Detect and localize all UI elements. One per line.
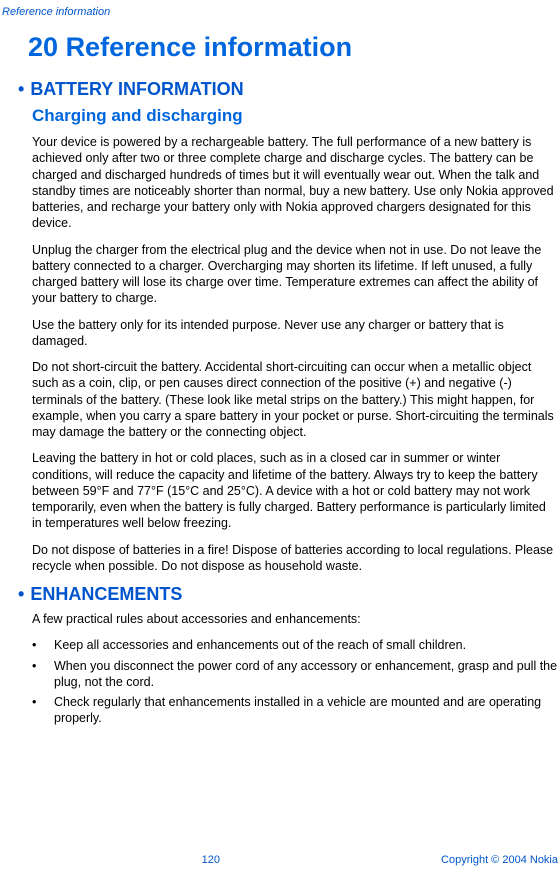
- page-content: 20 Reference information • BATTERY INFORM…: [0, 32, 560, 727]
- chapter-title-text: Reference information: [66, 32, 353, 62]
- paragraph: Unplug the charger from the electrical p…: [32, 242, 558, 307]
- header-text: Reference information: [2, 6, 110, 18]
- bullet-dot: •: [32, 658, 54, 691]
- chapter-number: 20: [28, 32, 58, 62]
- copyright-text: Copyright © 2004 Nokia: [280, 854, 560, 866]
- section-battery-info: • BATTERY INFORMATION: [18, 79, 558, 100]
- bullet-dot: •: [32, 694, 54, 727]
- running-header: Reference information: [0, 6, 560, 18]
- chapter-title: 20 Reference information: [28, 32, 558, 63]
- paragraph: Your device is powered by a rechargeable…: [32, 134, 558, 232]
- list-item-text: Check regularly that enhancements instal…: [54, 694, 558, 727]
- list-item-text: When you disconnect the power cord of an…: [54, 658, 558, 691]
- bullet-icon: •: [18, 584, 24, 604]
- paragraph: Do not dispose of batteries in a fire! D…: [32, 542, 558, 575]
- section-heading-text: BATTERY INFORMATION: [30, 79, 243, 99]
- list-item: • Check regularly that enhancements inst…: [32, 694, 558, 727]
- subsection-title: Charging and discharging: [32, 106, 243, 125]
- section-heading-text: ENHANCEMENTS: [30, 584, 182, 604]
- paragraph: Do not short-circuit the battery. Accide…: [32, 359, 558, 440]
- list-item: • Keep all accessories and enhancements …: [32, 637, 558, 653]
- paragraph: Leaving the battery in hot or cold place…: [32, 450, 558, 531]
- subsection-charging: Charging and discharging: [32, 106, 558, 126]
- paragraph: A few practical rules about accessories …: [32, 611, 558, 627]
- bullet-icon: •: [18, 79, 24, 99]
- list-item: • When you disconnect the power cord of …: [32, 658, 558, 691]
- bullet-dot: •: [32, 637, 54, 653]
- page-number: 120: [0, 854, 280, 866]
- section-enhancements: • ENHANCEMENTS: [18, 584, 558, 605]
- list-item-text: Keep all accessories and enhancements ou…: [54, 637, 558, 653]
- paragraph: Use the battery only for its intended pu…: [32, 317, 558, 350]
- page-footer: 120 Copyright © 2004 Nokia: [0, 854, 560, 866]
